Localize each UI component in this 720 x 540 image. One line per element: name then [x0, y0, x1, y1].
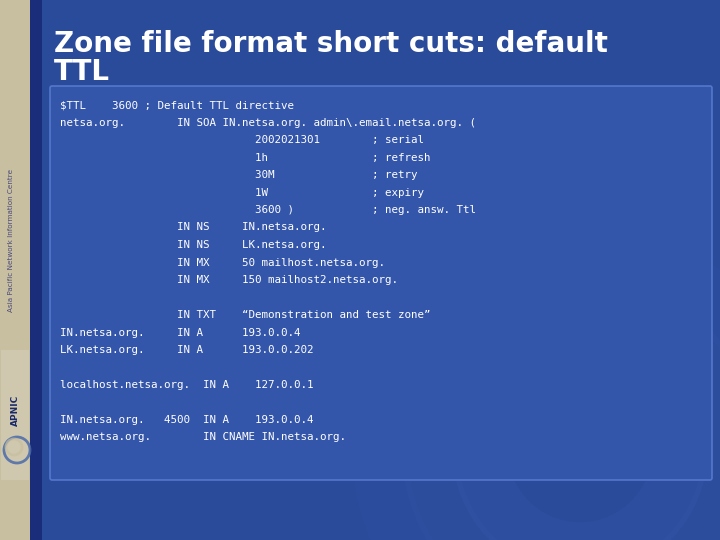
Text: netsa.org.        IN SOA IN.netsa.org. admin\.email.netsa.org. (: netsa.org. IN SOA IN.netsa.org. admin\.e… [60, 118, 476, 127]
Text: IN.netsa.org.   4500  IN A    193.0.0.4: IN.netsa.org. 4500 IN A 193.0.0.4 [60, 415, 313, 425]
Text: 2002021301        ; serial: 2002021301 ; serial [60, 135, 424, 145]
Text: 1W                ; expiry: 1W ; expiry [60, 187, 424, 198]
Bar [0, 0, 42, 540]
Text: IN MX     50 mailhost.netsa.org.: IN MX 50 mailhost.netsa.org. [60, 258, 385, 267]
Text: www.netsa.org.        IN CNAME IN.netsa.org.: www.netsa.org. IN CNAME IN.netsa.org. [60, 433, 346, 442]
Bar [30, 0, 42, 540]
Text: APNIC: APNIC [11, 394, 19, 426]
Text: IN.netsa.org.     IN A      193.0.0.4: IN.netsa.org. IN A 193.0.0.4 [60, 327, 300, 338]
Text: 3600 )            ; neg. answ. Ttl: 3600 ) ; neg. answ. Ttl [60, 205, 476, 215]
Text: Asia Pacific Network Information Centre: Asia Pacific Network Information Centre [8, 168, 14, 312]
Text: Zone file format short cuts: default: Zone file format short cuts: default [54, 30, 608, 58]
Text: IN TXT    “Demonstration and test zone”: IN TXT “Demonstration and test zone” [60, 310, 431, 320]
Text: 1h                ; refresh: 1h ; refresh [60, 152, 431, 163]
Text: LK.netsa.org.     IN A      193.0.0.202: LK.netsa.org. IN A 193.0.0.202 [60, 345, 313, 355]
Text: TTL: TTL [54, 58, 110, 86]
Text: localhost.netsa.org.  IN A    127.0.0.1: localhost.netsa.org. IN A 127.0.0.1 [60, 380, 313, 390]
Text: 30M               ; retry: 30M ; retry [60, 170, 418, 180]
Text: IN NS     LK.netsa.org.: IN NS LK.netsa.org. [60, 240, 326, 250]
Text: IN NS     IN.netsa.org.: IN NS IN.netsa.org. [60, 222, 326, 233]
FancyBboxPatch shape [50, 86, 712, 480]
Text: $TTL    3600 ; Default TTL directive: $TTL 3600 ; Default TTL directive [60, 100, 294, 110]
Bar [1, 350, 29, 480]
Text: IN MX     150 mailhost2.netsa.org.: IN MX 150 mailhost2.netsa.org. [60, 275, 398, 285]
